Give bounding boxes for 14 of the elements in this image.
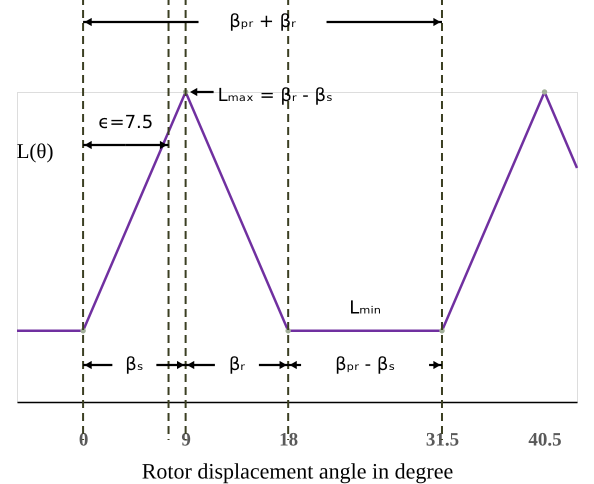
x-tick-label: 0	[78, 430, 88, 450]
annotation: ϵ=7.5	[98, 112, 154, 133]
annotation: Lₘₐₓ = βᵣ - βₛ	[218, 85, 333, 106]
text: βₚᵣ + βᵣ	[229, 11, 296, 32]
x-tick-label: 31.5	[426, 430, 460, 450]
annotation: βₛ	[125, 354, 144, 375]
annotation: βₚᵣ - βₛ	[335, 354, 396, 375]
x-tick-label: 9	[181, 430, 191, 450]
x-tick-label: 18	[279, 430, 298, 450]
annotation: Lₘᵢₙ	[349, 298, 381, 319]
x-tick-label: 40.5	[528, 430, 562, 450]
annotation: βᵣ	[228, 354, 246, 375]
y-axis-title: L(θ)	[16, 139, 54, 163]
x-axis-title: Rotor displacement angle in degree	[142, 458, 454, 484]
